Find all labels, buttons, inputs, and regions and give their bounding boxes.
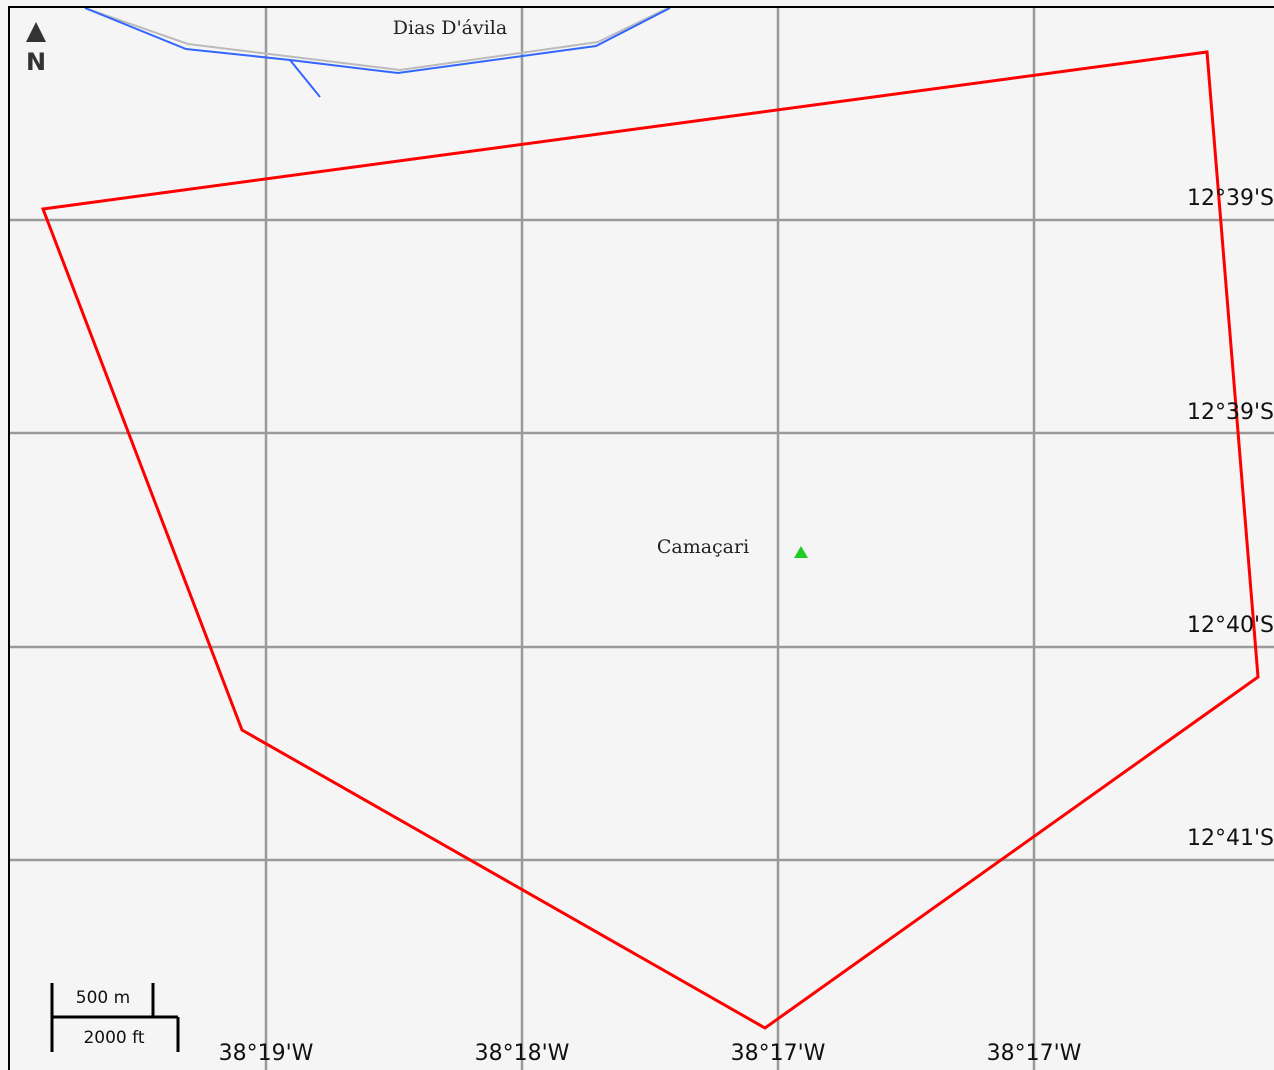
longitude-label: 38°17'W	[731, 1041, 826, 1066]
place-label-dias-davila: Dias D'ávila	[393, 17, 507, 39]
north-arrow-label: N	[26, 48, 46, 76]
north-arrow-icon	[26, 22, 46, 42]
municipality-boundary[interactable]	[40, 50, 1260, 1030]
latitude-label: 12°41'S	[1187, 826, 1274, 851]
longitude-label: 38°19'W	[219, 1041, 314, 1066]
latitude-label: 12°39'S	[1187, 400, 1274, 425]
river-line	[84, 7, 671, 75]
road-line	[84, 7, 669, 72]
longitude-label: 38°17'W	[987, 1041, 1082, 1066]
scale-bar-imperial-label: 2000 ft	[83, 1028, 144, 1048]
scale-bar-metric-label: 500 m	[76, 988, 130, 1008]
latitude-label: 12°40'S	[1187, 613, 1274, 638]
scale-bar	[50, 983, 180, 1052]
graticule	[10, 8, 1274, 1070]
city-marker-icon[interactable]	[794, 546, 808, 558]
latitude-label: 12°39'S	[1187, 186, 1274, 211]
longitude-label: 38°18'W	[475, 1041, 570, 1066]
map-frame	[8, 6, 1274, 1070]
north-arrow: N	[26, 22, 46, 76]
place-label-camacari: Camaçari	[657, 536, 749, 558]
river-branch-line	[289, 59, 321, 98]
